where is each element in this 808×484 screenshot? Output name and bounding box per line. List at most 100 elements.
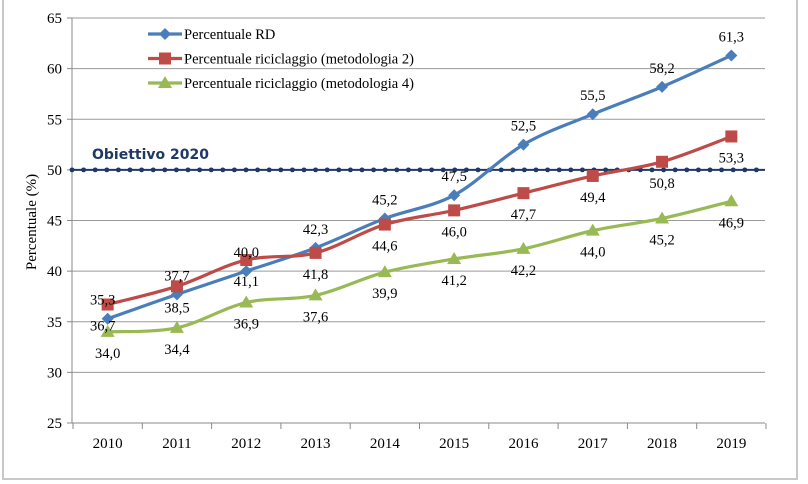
- data-point-marker: [100, 324, 115, 337]
- data-point-marker: [724, 194, 739, 207]
- reference-line-dot: [661, 167, 666, 173]
- data-point-marker: [655, 211, 670, 224]
- reference-line-dot: [174, 167, 179, 173]
- reference-line-dot: [568, 167, 574, 173]
- data-label: 47,7: [511, 207, 536, 223]
- reference-line-dot: [603, 167, 608, 173]
- x-tick-label: 2017: [578, 436, 609, 452]
- y-tick-label: 30: [47, 365, 62, 381]
- data-label: 52,5: [511, 119, 536, 135]
- chart-frame: [2, 0, 798, 480]
- data-label: 55,5: [580, 88, 605, 104]
- y-axis-label: Percentuale (%): [24, 174, 40, 270]
- reference-line-dot: [324, 167, 330, 173]
- data-point-marker: [169, 320, 184, 333]
- data-label: 47,5: [441, 169, 466, 185]
- reference-line-dot: [278, 167, 284, 173]
- reference-line-dot: [382, 167, 388, 173]
- reference-line-dot: [301, 167, 307, 173]
- reference-line-dot: [580, 167, 585, 173]
- data-label: 34,4: [164, 342, 190, 358]
- reference-line-dot: [406, 167, 411, 173]
- reference-line-dot: [243, 167, 249, 173]
- reference-line-dot: [81, 167, 86, 173]
- reference-line-dot: [371, 167, 376, 173]
- data-label: 44,0: [580, 245, 605, 261]
- data-point-marker: [239, 295, 254, 308]
- data-point-marker: [516, 241, 531, 254]
- data-point-marker: [447, 251, 462, 264]
- data-label: 41,8: [303, 267, 328, 283]
- reference-line-dot: [127, 167, 133, 173]
- data-label: 41,1: [234, 274, 259, 290]
- reference-line-dot: [754, 167, 759, 173]
- legend-label: Percentuale RD: [184, 27, 275, 43]
- reference-line-dot: [475, 167, 481, 173]
- data-point-marker: [240, 265, 253, 278]
- data-label: 34,0: [95, 346, 120, 362]
- reference-line-dot: [522, 167, 527, 173]
- y-tick-label: 35: [47, 315, 62, 331]
- y-tick-label: 40: [47, 264, 62, 280]
- y-tick-label: 65: [47, 11, 62, 27]
- data-point-marker: [448, 189, 461, 202]
- reference-line-dot: [359, 167, 365, 173]
- reference-line-dot: [649, 167, 655, 173]
- data-label: 44,6: [372, 239, 397, 255]
- y-tick-label: 25: [47, 416, 62, 432]
- legend-marker: [159, 28, 171, 40]
- reference-line-dot: [452, 167, 458, 173]
- data-label: 36,7: [90, 319, 115, 335]
- data-label: 37,7: [164, 268, 189, 284]
- data-point-marker: [517, 138, 530, 151]
- x-tick-label: 2015: [439, 436, 469, 452]
- data-label: 41,2: [441, 273, 466, 289]
- data-point-marker: [378, 218, 391, 231]
- data-point-marker: [101, 312, 114, 325]
- x-tick-label: 2014: [370, 436, 401, 452]
- y-tick-label: 50: [47, 163, 62, 179]
- x-tick-label: 2019: [716, 436, 746, 452]
- y-tick-label: 55: [47, 112, 62, 128]
- series-line: [107, 199, 732, 334]
- data-point-marker: [586, 169, 599, 182]
- data-label: 61,3: [719, 29, 744, 45]
- reference-line-dot: [290, 167, 295, 173]
- legend-label: Percentuale riciclaggio (metodologia 2): [184, 52, 414, 68]
- reference-line-dot: [255, 167, 260, 173]
- x-tick-label: 2010: [93, 436, 123, 452]
- x-tick-label: 2012: [231, 436, 261, 452]
- x-tick-label: 2011: [162, 436, 191, 452]
- reference-line-dot: [232, 167, 237, 173]
- reference-line-dot: [336, 167, 342, 173]
- data-label: 37,6: [303, 309, 328, 325]
- reference-line-dot: [139, 167, 145, 173]
- data-label: 46,9: [719, 215, 744, 231]
- legend-marker: [158, 76, 172, 88]
- reference-line-dot: [707, 167, 713, 173]
- reference-line-dot: [545, 167, 550, 173]
- data-label: 42,2: [511, 263, 536, 279]
- reference-line-dot: [498, 167, 504, 173]
- data-point-marker: [725, 130, 738, 143]
- data-point-marker: [656, 80, 669, 93]
- reference-line-dot: [742, 167, 748, 173]
- legend-label: Percentuale riciclaggio (metodologia 4): [184, 76, 414, 92]
- data-label: 38,5: [164, 300, 189, 316]
- series-line: [107, 54, 733, 321]
- reference-line-dot: [417, 167, 423, 173]
- reference-line-dot: [429, 167, 434, 173]
- data-label: 50,8: [649, 176, 674, 192]
- data-label: 58,2: [649, 61, 674, 77]
- data-label: 36,9: [234, 317, 259, 333]
- reference-line-dot: [510, 167, 516, 173]
- data-label: 45,2: [649, 232, 674, 248]
- reference-line-dot: [266, 167, 272, 173]
- data-point-marker: [309, 246, 322, 259]
- data-label: 39,9: [372, 286, 397, 302]
- reference-line-dot: [696, 167, 701, 173]
- data-label: 45,2: [372, 192, 397, 208]
- reference-line-dot: [116, 167, 121, 173]
- reference-line-dot: [92, 167, 98, 173]
